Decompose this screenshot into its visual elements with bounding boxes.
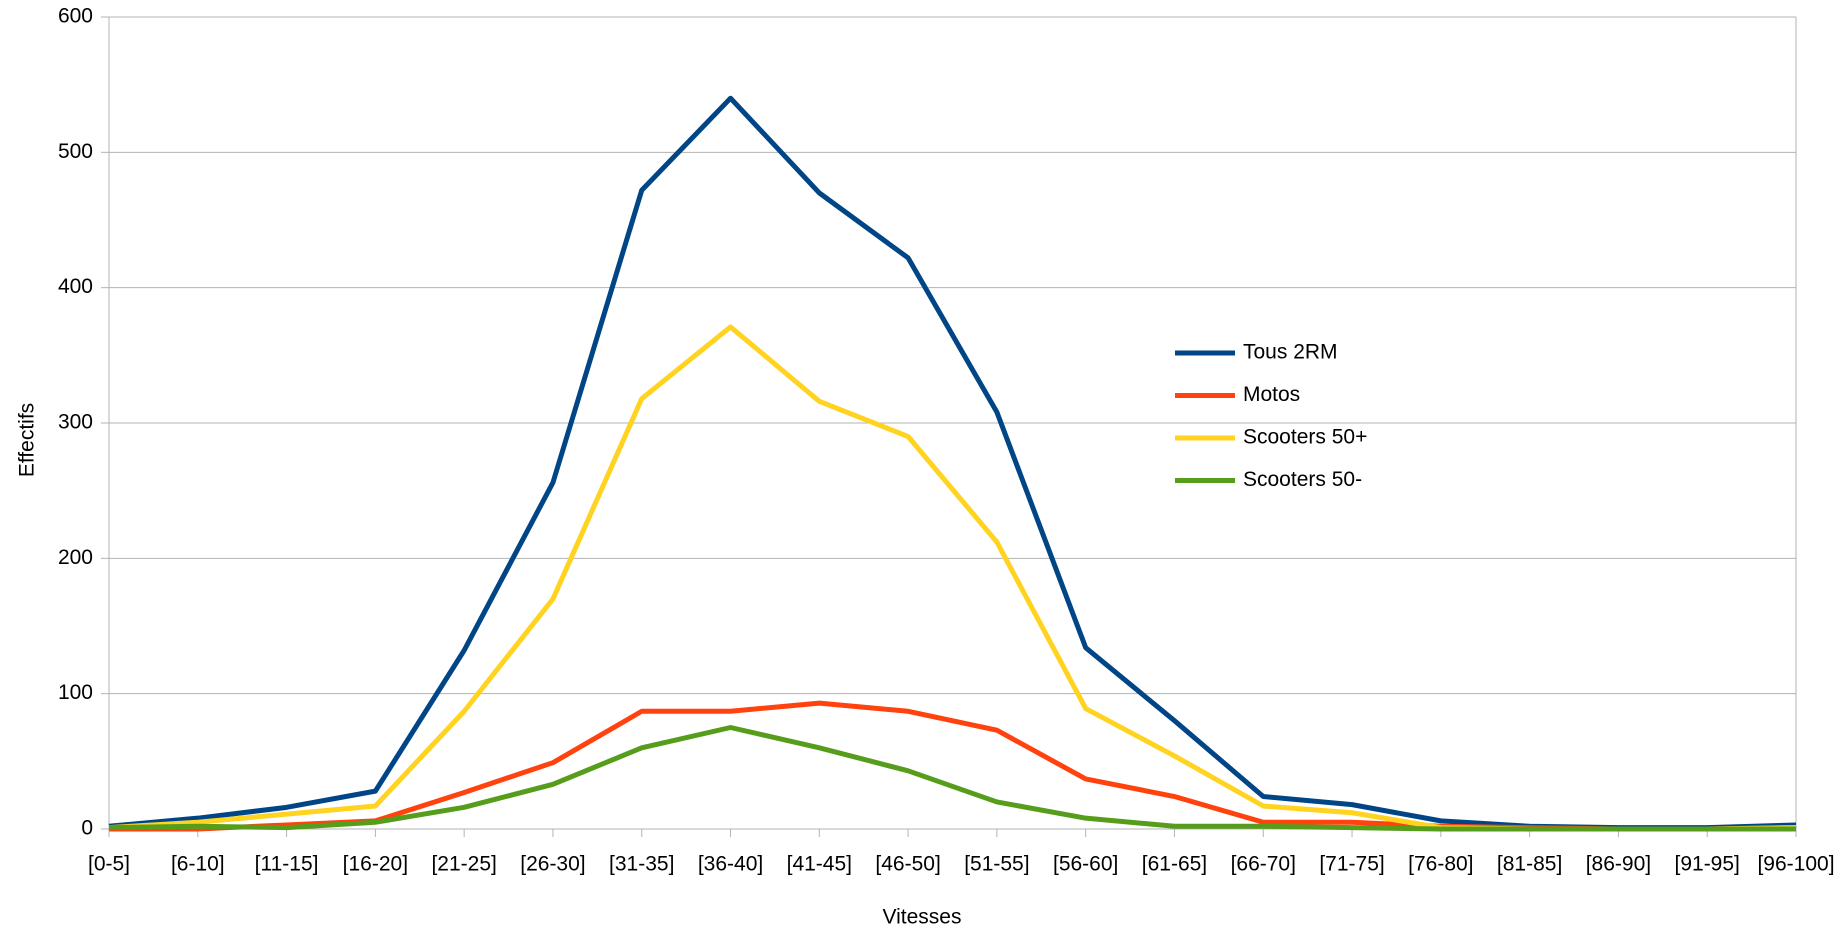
x-tick-label: [61-65] [1142, 853, 1207, 876]
x-axis-title: Vitesses [883, 906, 962, 929]
y-tick-label: 0 [81, 817, 93, 840]
x-tick-label: [36-40] [698, 853, 763, 876]
x-tick-label: [31-35] [609, 853, 674, 876]
x-tick-label: [91-95] [1675, 853, 1740, 876]
legend-label: Tous 2RM [1243, 341, 1338, 364]
x-tick-label: [6-10] [171, 853, 225, 876]
x-tick-label: [16-20] [343, 853, 408, 876]
x-tick-label: [11-15] [255, 853, 319, 876]
x-tick-label: [21-25] [431, 853, 496, 876]
series-line [108, 324, 1797, 832]
x-tick-label: [26-30] [520, 853, 585, 876]
x-tick-label: [76-80] [1408, 853, 1473, 876]
x-tick-label: [96-100] [1757, 853, 1834, 876]
x-tick-label: [56-60] [1053, 853, 1118, 876]
x-tick-label: [46-50] [875, 853, 940, 876]
y-tick-label: 500 [58, 140, 93, 163]
legend-label: Motos [1243, 383, 1300, 406]
x-tick-label: [66-70] [1231, 853, 1296, 876]
x-tick-label: [51-55] [964, 853, 1029, 876]
legend-label: Scooters 50+ [1243, 426, 1367, 449]
y-tick-label: 400 [58, 275, 93, 298]
y-tick-label: 100 [58, 681, 93, 704]
x-tick-label: [81-85] [1497, 853, 1562, 876]
x-tick-label: [41-45] [787, 853, 852, 876]
x-tick-label: [86-90] [1586, 853, 1651, 876]
y-axis-title: Effectifs [16, 403, 39, 477]
x-tick-label: [71-75] [1319, 853, 1384, 876]
y-tick-label: 600 [58, 5, 93, 28]
x-tick-label: [0-5] [88, 853, 130, 876]
series-line [109, 700, 1797, 832]
y-tick-label: 200 [58, 546, 93, 569]
legend-label: Scooters 50- [1243, 468, 1362, 491]
y-tick-label: 300 [58, 411, 93, 434]
series-line [108, 725, 1796, 832]
